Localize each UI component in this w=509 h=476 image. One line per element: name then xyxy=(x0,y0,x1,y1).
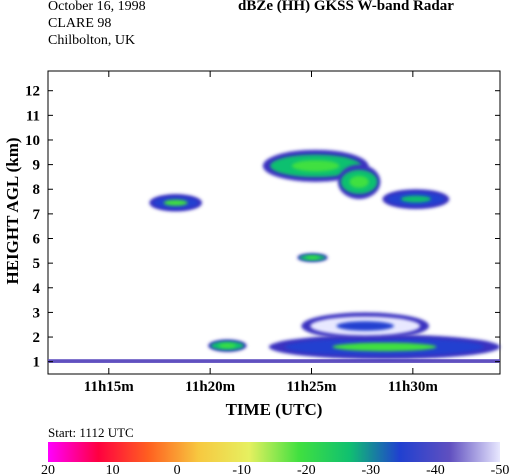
y-tick-label: 2 xyxy=(33,330,41,346)
x-axis: 11h15m 11h20m 11h25m 11h30m xyxy=(84,71,439,395)
echo-cell-core xyxy=(305,256,320,260)
echo-cell-core xyxy=(163,199,188,206)
colorbar-tick-label: -40 xyxy=(426,463,445,476)
y-tick-label: 4 xyxy=(33,281,41,297)
echo-cell-core xyxy=(349,175,369,188)
x-tick-label: 11h15m xyxy=(84,379,135,395)
x-tick-label: 11h20m xyxy=(185,379,236,395)
y-tick-label: 12 xyxy=(25,84,40,100)
echo-feature xyxy=(208,339,247,352)
y-tick-label: 7 xyxy=(33,207,41,223)
y-tick-label: 9 xyxy=(33,158,41,174)
y-tick-label: 6 xyxy=(33,232,41,248)
echo-cell-core xyxy=(336,321,394,331)
echo-cell-core xyxy=(218,343,237,348)
y-tick-label: 1 xyxy=(33,355,41,371)
colorbar-tick-label: -30 xyxy=(362,463,381,476)
echo-cell-core xyxy=(332,342,437,352)
x-axis-label: TIME (UTC) xyxy=(225,400,323,419)
colorbar-tick-label: -50 xyxy=(491,463,509,476)
y-tick-label: 8 xyxy=(33,182,41,198)
y-tick-label: 5 xyxy=(33,256,41,272)
chart-title: dBZe (HH) GKSS W-band Radar xyxy=(238,0,454,14)
plot-frame xyxy=(47,70,501,375)
colorbar: 20 10 0 -10 -20 -30 -40 -50 xyxy=(41,442,509,476)
colorbar-tick-label: -10 xyxy=(232,463,251,476)
colorbar-tick-label: 10 xyxy=(106,463,120,476)
echo-cell-core xyxy=(291,160,340,172)
echo-feature xyxy=(382,189,450,209)
y-tick-label: 11 xyxy=(26,108,40,124)
echo-feature xyxy=(301,312,430,340)
colorbar-tick-label: 0 xyxy=(174,463,181,476)
campaign-label: CLARE 98 xyxy=(48,16,112,31)
colorbar-bar xyxy=(48,442,500,462)
echo-cell-core xyxy=(400,195,431,203)
echo-feature xyxy=(48,359,500,363)
date-label: October 16, 1998 xyxy=(48,0,146,14)
echo-feature xyxy=(268,334,500,360)
start-time-label: Start: 1112 UTC xyxy=(48,425,134,440)
location-label: Chilbolton, UK xyxy=(48,33,136,48)
plot-area xyxy=(47,70,501,375)
y-tick-label: 10 xyxy=(25,133,40,149)
echo-feature xyxy=(337,164,381,200)
x-tick-label: 11h25m xyxy=(286,379,337,395)
colorbar-tick-label: 20 xyxy=(41,463,55,476)
y-tick-label: 3 xyxy=(33,305,41,321)
colorbar-tick-label: -20 xyxy=(297,463,316,476)
echo-cell xyxy=(48,359,500,363)
echo-feature xyxy=(297,253,328,262)
x-tick-label: 11h30m xyxy=(388,379,439,395)
echo-feature xyxy=(149,194,203,212)
